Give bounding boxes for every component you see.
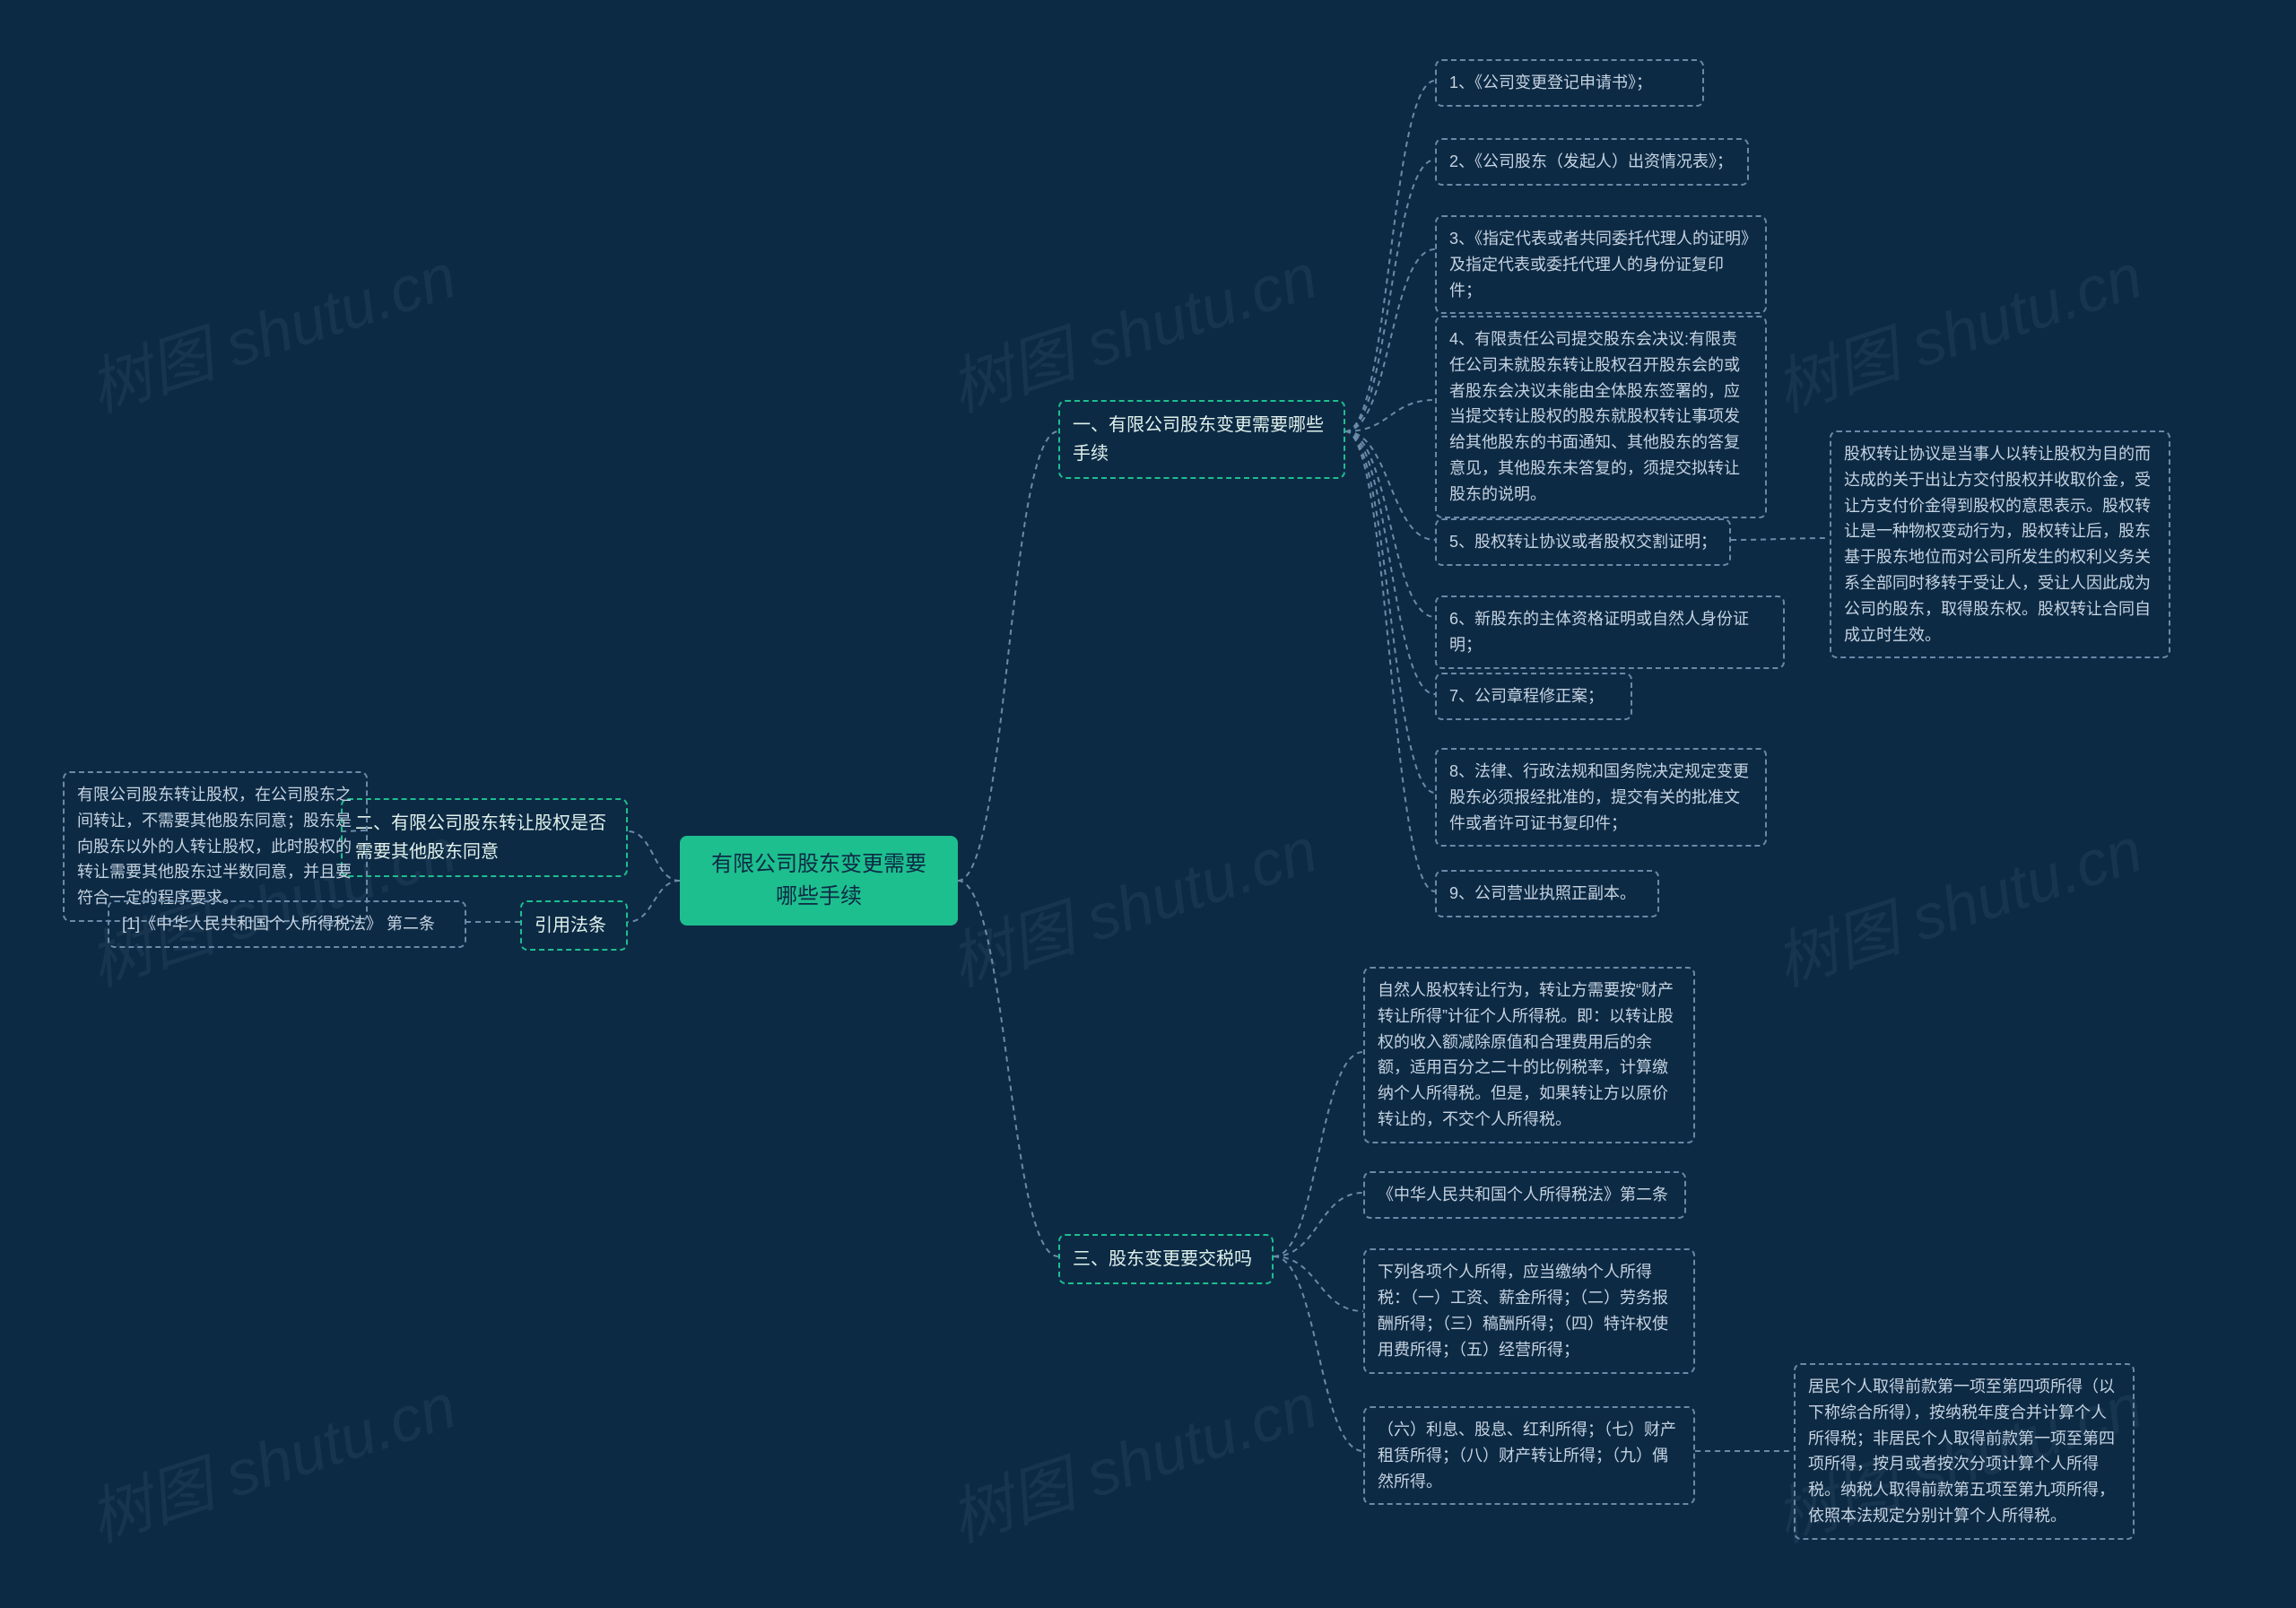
node-label: 下列各项个人所得，应当缴纳个人所得税：（一）工资、薪金所得；（二）劳务报酬所得；… xyxy=(1378,1259,1681,1362)
watermark: 树图 shutu.cn xyxy=(76,226,466,430)
link xyxy=(1274,1052,1363,1256)
watermark: 树图 shutu.cn xyxy=(1762,800,2152,1004)
node-b4[interactable]: 引用法条 xyxy=(520,900,628,951)
node-label: 4、有限责任公司提交股东会决议:有限责任公司未就股东转让股权召开股东会的或者股东… xyxy=(1449,326,1752,508)
node-label: 《中华人民共和国个人所得税法》第二条 xyxy=(1378,1182,1668,1208)
node-label: 2、《公司股东（发起人）出资情况表》； xyxy=(1449,149,1733,175)
link xyxy=(628,881,680,922)
link xyxy=(1345,249,1435,431)
link xyxy=(1274,1193,1363,1256)
node-b1c3[interactable]: 3、《指定代表或者共同委托代理人的证明》及指定代表或委托代理人的身份证复印件； xyxy=(1435,215,1767,314)
node-label: 7、公司章程修正案； xyxy=(1449,683,1604,709)
watermark: 树图 shutu.cn xyxy=(1762,226,2152,430)
node-label: 一、有限公司股东变更需要哪些手续 xyxy=(1073,411,1331,468)
link xyxy=(958,431,1058,881)
node-label: 6、新股东的主体资格证明或自然人身份证明； xyxy=(1449,606,1770,658)
node-b3[interactable]: 三、股东变更要交税吗 xyxy=(1058,1234,1274,1284)
node-label: 有限公司股东转让股权，在公司股东之间转让，不需要其他股东同意；股东是向股东以外的… xyxy=(77,782,353,911)
link xyxy=(1345,431,1435,694)
node-b1c6[interactable]: 6、新股东的主体资格证明或自然人身份证明； xyxy=(1435,595,1785,669)
root-label: 有限公司股东变更需要哪些手续 xyxy=(701,848,936,913)
node-b3c4a[interactable]: 居民个人取得前款第一项至第四项所得（以下称综合所得），按纳税年度合并计算个人所得… xyxy=(1794,1363,2135,1540)
link xyxy=(958,881,1058,1256)
node-b1c5a[interactable]: 股权转让协议是当事人以转让股权为目的而达成的关于出让方交付股权并收取价金，受让方… xyxy=(1830,430,2170,658)
node-b3c2[interactable]: 《中华人民共和国个人所得税法》第二条 xyxy=(1363,1171,1686,1219)
link xyxy=(1345,160,1435,431)
node-label: 股权转让协议是当事人以转让股权为目的而达成的关于出让方交付股权并收取价金，受让方… xyxy=(1844,441,2156,648)
link xyxy=(1345,431,1435,793)
node-b3c1[interactable]: 自然人股权转让行为，转让方需要按“财产转让所得”计征个人所得税。即：以转让股权的… xyxy=(1363,967,1695,1143)
root-node[interactable]: 有限公司股东变更需要哪些手续 xyxy=(680,836,958,926)
link xyxy=(628,831,680,881)
watermark: 树图 shutu.cn xyxy=(76,1356,466,1560)
link xyxy=(1345,81,1435,431)
node-b4c1[interactable]: [1]《中华人民共和国个人所得税法》 第二条 xyxy=(108,900,466,948)
node-b1c5[interactable]: 5、股权转让协议或者股权交割证明； xyxy=(1435,518,1731,566)
mindmap-canvas: 树图 shutu.cn 树图 shutu.cn 树图 shutu.cn 树图 shut… xyxy=(0,0,2296,1608)
node-b3c3[interactable]: 下列各项个人所得，应当缴纳个人所得税：（一）工资、薪金所得；（二）劳务报酬所得；… xyxy=(1363,1248,1695,1374)
link xyxy=(1345,431,1435,617)
node-b1c7[interactable]: 7、公司章程修正案； xyxy=(1435,673,1632,720)
node-label: 5、股权转让协议或者股权交割证明； xyxy=(1449,529,1717,555)
link xyxy=(1345,431,1435,540)
node-label: 居民个人取得前款第一项至第四项所得（以下称综合所得），按纳税年度合并计算个人所得… xyxy=(1808,1374,2120,1529)
watermark: 树图 shutu.cn xyxy=(937,1356,1327,1560)
node-b1c9[interactable]: 9、公司营业执照正副本。 xyxy=(1435,870,1659,917)
link xyxy=(1731,538,1830,540)
node-b1c2[interactable]: 2、《公司股东（发起人）出资情况表》； xyxy=(1435,138,1749,186)
node-label: 二、有限公司股东转让股权是否需要其他股东同意 xyxy=(355,809,613,866)
node-label: 引用法条 xyxy=(535,911,606,940)
node-b1c1[interactable]: 1、《公司变更登记申请书》； xyxy=(1435,59,1704,107)
node-label: 1、《公司变更登记申请书》； xyxy=(1449,70,1652,96)
watermark: 树图 shutu.cn xyxy=(937,226,1327,430)
node-b3c4[interactable]: （六）利息、股息、红利所得；（七）财产租赁所得；（八）财产转让所得；（九）偶然所… xyxy=(1363,1406,1695,1505)
link xyxy=(1345,400,1435,431)
node-label: [1]《中华人民共和国个人所得税法》 第二条 xyxy=(122,911,435,937)
node-b1c8[interactable]: 8、法律、行政法规和国务院决定规定变更股东必须报经批准的，提交有关的批准文件或者… xyxy=(1435,748,1767,847)
node-b2c1[interactable]: 有限公司股东转让股权，在公司股东之间转让，不需要其他股东同意；股东是向股东以外的… xyxy=(63,771,368,922)
watermark: 树图 shutu.cn xyxy=(937,800,1327,1004)
node-label: 3、《指定代表或者共同委托代理人的证明》及指定代表或委托代理人的身份证复印件； xyxy=(1449,226,1752,303)
link xyxy=(1274,1256,1363,1311)
node-label: 8、法律、行政法规和国务院决定规定变更股东必须报经批准的，提交有关的批准文件或者… xyxy=(1449,759,1752,836)
node-b2[interactable]: 二、有限公司股东转让股权是否需要其他股东同意 xyxy=(341,798,628,877)
node-b1c4[interactable]: 4、有限责任公司提交股东会决议:有限责任公司未就股东转让股权召开股东会的或者股东… xyxy=(1435,316,1767,518)
node-label: 9、公司营业执照正副本。 xyxy=(1449,881,1636,907)
node-b1[interactable]: 一、有限公司股东变更需要哪些手续 xyxy=(1058,400,1345,479)
link xyxy=(1345,431,1435,891)
link xyxy=(1274,1256,1363,1451)
node-label: 自然人股权转让行为，转让方需要按“财产转让所得”计征个人所得税。即：以转让股权的… xyxy=(1378,978,1681,1133)
node-label: 三、股东变更要交税吗 xyxy=(1073,1245,1252,1273)
node-label: （六）利息、股息、红利所得；（七）财产租赁所得；（八）财产转让所得；（九）偶然所… xyxy=(1378,1417,1681,1494)
